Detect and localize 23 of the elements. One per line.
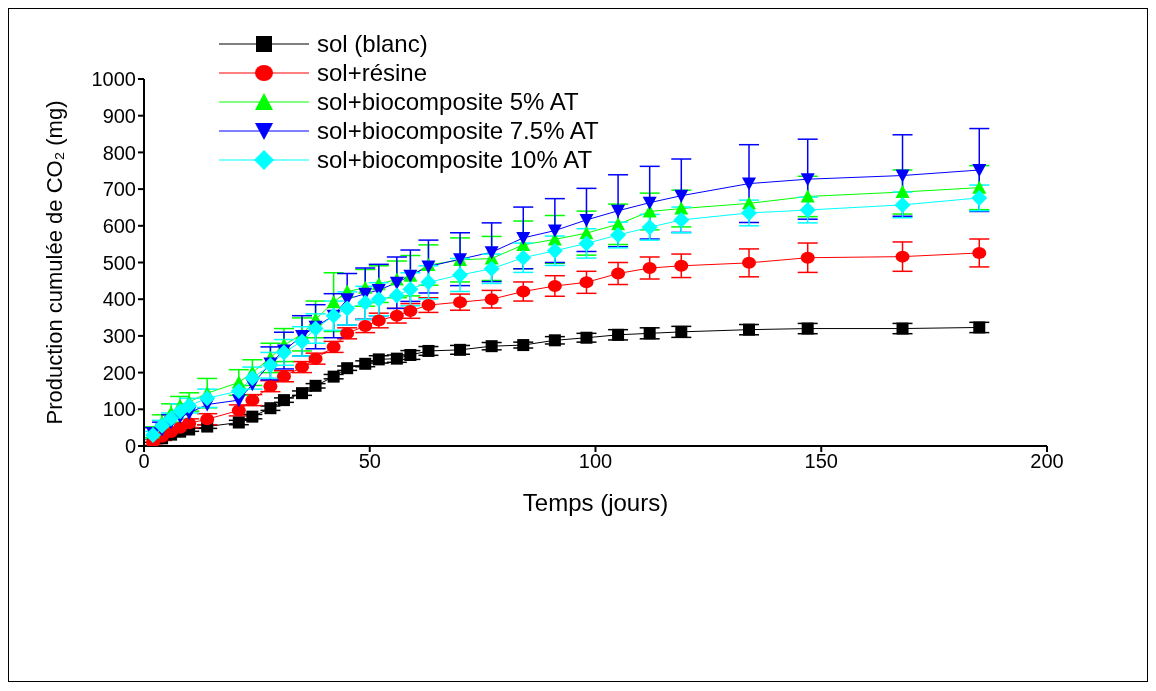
y-tick-label: 0 [124, 435, 136, 458]
x-tick-label: 100 [578, 450, 613, 473]
y-tick-label: 200 [102, 361, 136, 384]
y-tick-label: 100 [102, 398, 136, 421]
y-axis-title: Production cumulée de CO₂ (mg) [41, 100, 67, 425]
y-tick-label: 700 [102, 178, 136, 201]
legend-label: sol+biocomposite 7.5% AT [317, 116, 599, 145]
x-tick-label: 150 [804, 450, 838, 473]
y-tick-label: 900 [102, 104, 136, 127]
y-tick-label: 1000 [91, 68, 136, 91]
legend-label: sol+biocomposite 5% AT [317, 87, 579, 116]
x-tick-label: 200 [1030, 450, 1064, 473]
x-tick-label: 0 [138, 450, 150, 473]
legend-label: sol (blanc) [317, 29, 428, 58]
legend-label: sol+résine [317, 58, 428, 87]
x-axis-title: Temps (jours) [522, 489, 669, 516]
legend-label: sol+biocomposite 10% AT [317, 145, 593, 174]
x-tick-label: 50 [358, 450, 381, 473]
y-tick-label: 400 [102, 288, 136, 311]
y-tick-label: 500 [102, 251, 136, 274]
y-tick-label: 800 [102, 141, 136, 164]
y-tick-label: 300 [102, 325, 136, 347]
y-tick-label: 600 [102, 214, 136, 237]
